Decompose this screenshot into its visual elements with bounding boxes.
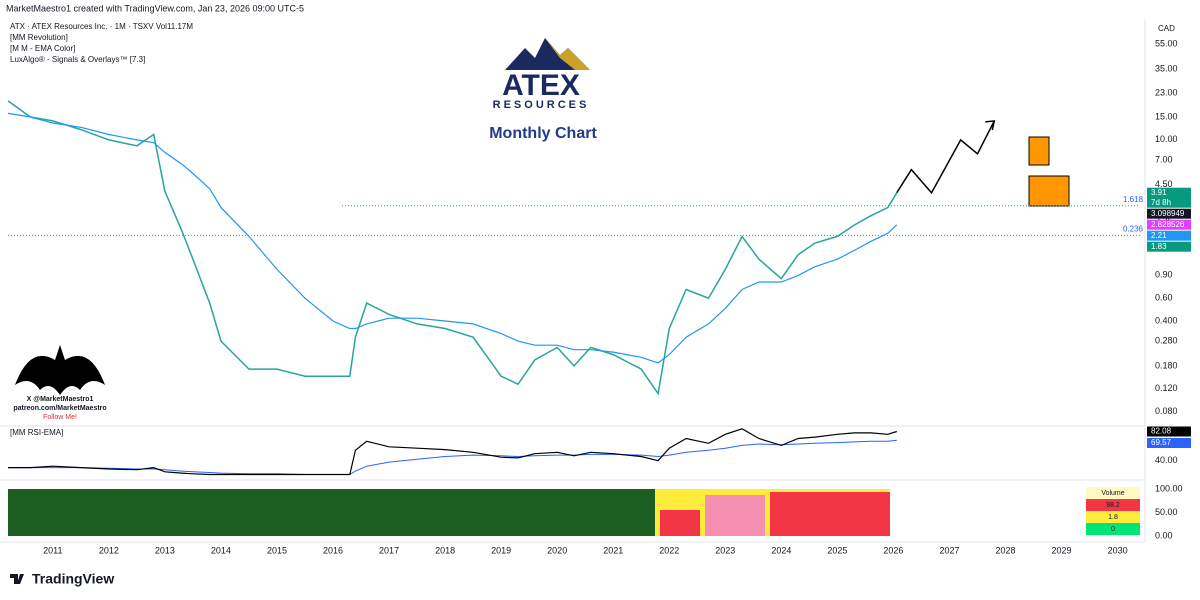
x-tick-label: 2019 xyxy=(491,545,511,555)
projection-line xyxy=(896,120,995,195)
rsi-badge-label: 69.57 xyxy=(1151,438,1172,447)
volume-area xyxy=(705,495,765,536)
x-tick-label: 2011 xyxy=(43,545,62,555)
brand: TradingView xyxy=(32,571,114,587)
legend-line: ATX · ATEX Resources Inc. · 1M · TSXV Vo… xyxy=(10,22,193,31)
logo-subtitle: RESOURCES xyxy=(493,99,590,111)
price-badge xyxy=(1147,208,1191,219)
price-badge-note: 7d 8h xyxy=(1151,198,1171,207)
volume-tick-label: 50.00 xyxy=(1155,507,1178,517)
y-tick-label: 4.50 xyxy=(1155,179,1173,189)
y-tick-label: 0.60 xyxy=(1155,293,1173,303)
x-tick-label: 2013 xyxy=(155,545,175,555)
price-line xyxy=(7,112,898,364)
watermark-text: patreon.com/MarketMaestro xyxy=(13,405,106,412)
price-badge xyxy=(1147,241,1191,252)
price-badge xyxy=(1147,187,1191,208)
legend-line: LuxAlgo® - Signals & Overlays™ [7.3] xyxy=(10,55,145,64)
fib-label: 1.618 xyxy=(1123,195,1144,204)
volume-table-value: 98.2 xyxy=(1106,502,1120,509)
x-tick-label: 2022 xyxy=(659,545,679,555)
x-tick-label: 2016 xyxy=(323,545,343,555)
logo-name: ATEX xyxy=(502,69,580,102)
volume-area xyxy=(660,510,700,536)
rsi-badge-label: 82.08 xyxy=(1151,427,1172,436)
x-tick-label: 2026 xyxy=(883,545,903,555)
legend-line: [MM Revolution] xyxy=(10,33,68,42)
annotation-box xyxy=(1028,136,1050,166)
x-tick-label: 2012 xyxy=(99,545,119,555)
rsi-badge xyxy=(1147,438,1191,448)
currency: CAD xyxy=(1158,24,1175,33)
x-tick-label: 2020 xyxy=(547,545,567,555)
volume-area xyxy=(770,492,890,536)
y-tick-label: 55.00 xyxy=(1155,38,1178,48)
volume-table-value: 1.8 xyxy=(1108,514,1118,521)
x-tick-label: 2028 xyxy=(995,545,1015,555)
rsi-badge xyxy=(1147,426,1191,437)
header: MarketMaestro1 created with TradingView.… xyxy=(6,3,304,13)
legend-line: [M M - EMA Color] xyxy=(10,44,75,53)
x-tick-label: 2015 xyxy=(267,545,287,555)
y-tick-label: 7.00 xyxy=(1155,154,1173,164)
fib-label: 0.236 xyxy=(1123,225,1144,234)
y-tick-label: 0.400 xyxy=(1155,315,1178,325)
brand-icon xyxy=(10,574,24,584)
y-tick-label: 35.00 xyxy=(1155,64,1178,74)
x-tick-label: 2014 xyxy=(211,545,231,555)
y-tick-label: 23.00 xyxy=(1155,87,1178,97)
volume-table-cell xyxy=(1086,499,1140,511)
volume-tick-label: 0.00 xyxy=(1155,530,1173,540)
y-tick-label: 0.180 xyxy=(1155,360,1178,370)
annotation-box xyxy=(1028,175,1070,207)
x-tick-label: 2024 xyxy=(771,545,791,555)
price-badge xyxy=(1147,230,1191,241)
price-badge-label: 3.91 xyxy=(1151,188,1167,197)
x-tick-label: 2030 xyxy=(1108,545,1128,555)
x-tick-label: 2025 xyxy=(827,545,847,555)
volume-table-value: 0 xyxy=(1111,526,1115,533)
price-line xyxy=(7,100,898,396)
y-tick-label: 0.90 xyxy=(1155,270,1173,280)
rsi-ema-line xyxy=(8,439,897,475)
rsi-line xyxy=(8,428,897,476)
y-tick-label: 0.080 xyxy=(1155,406,1178,416)
x-tick-label: 2029 xyxy=(1052,545,1072,555)
price-badge xyxy=(1147,219,1191,230)
price-badge-label: 1.83 xyxy=(1151,242,1167,251)
rsi-title: [MM RSI-EMA] xyxy=(10,428,63,437)
x-tick-label: 2017 xyxy=(379,545,399,555)
y-tick-label: 10.00 xyxy=(1155,134,1178,144)
x-tick-label: 2018 xyxy=(435,545,455,555)
projection-arrowhead xyxy=(985,120,996,131)
y-tick-label: 15.00 xyxy=(1155,111,1178,121)
volume-table-cell xyxy=(1086,523,1140,535)
x-tick-label: 2023 xyxy=(715,545,735,555)
volume-area xyxy=(8,489,655,536)
volume-table-header xyxy=(1086,487,1140,499)
y-tick-label: 0.280 xyxy=(1155,335,1178,345)
y-tick-label: 0.120 xyxy=(1155,383,1178,393)
price-badge-label: 3.098949 xyxy=(1151,209,1185,218)
x-tick-label: 2021 xyxy=(603,545,623,555)
chart-title: Monthly Chart xyxy=(489,125,597,142)
watermark-text: Follow Me! xyxy=(43,414,77,421)
rsi-tick-label: 40.00 xyxy=(1155,455,1178,465)
volume-table-cell xyxy=(1086,511,1140,523)
volume-table-title: Volume xyxy=(1101,490,1124,497)
price-badge-label: 2.21 xyxy=(1151,231,1167,240)
watermark-text: X @MarketMaestro1 xyxy=(27,396,94,403)
x-tick-label: 2027 xyxy=(939,545,959,555)
volume-tick-label: 100.00 xyxy=(1155,483,1183,493)
price-badge-label: 2.828526 xyxy=(1151,220,1185,229)
watermark-logo xyxy=(15,345,105,395)
logo xyxy=(505,38,590,70)
